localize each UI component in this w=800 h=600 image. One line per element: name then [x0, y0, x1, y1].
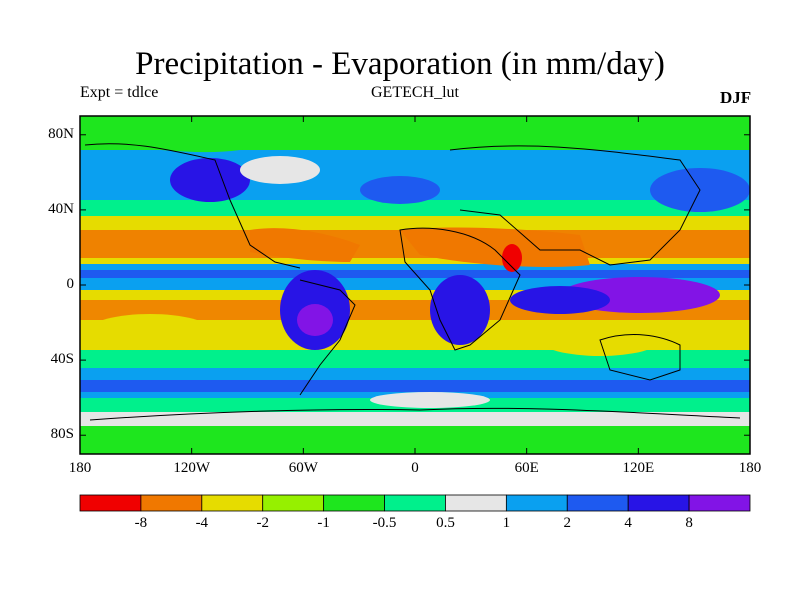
- colorbar: [79, 494, 751, 512]
- experiment-label: Expt = tdlce: [80, 84, 159, 101]
- axis-ticks: [79, 116, 751, 454]
- colorbar-label: 2: [563, 515, 572, 531]
- lat-tick-label: 40S: [50, 351, 74, 368]
- colorbar-label: -1: [317, 515, 330, 531]
- lon-tick-label: 60W: [288, 460, 318, 476]
- lon-tick-label: 120E: [622, 460, 655, 476]
- colorbar-label: 1: [502, 515, 511, 531]
- colorbar-label: -0.5: [372, 515, 397, 531]
- lon-tick-label: 0: [411, 460, 419, 476]
- lat-tick-label: 40N: [48, 200, 74, 217]
- dataset-label: GETECH_lut: [371, 84, 459, 101]
- colorbar-label: 4: [624, 515, 632, 531]
- coastlines: [84, 143, 741, 421]
- colorbar-swatch: [688, 494, 751, 512]
- colorbar-swatch: [201, 494, 264, 512]
- colorbar-swatch: [505, 494, 568, 512]
- lon-tick-label: 180: [68, 460, 92, 476]
- colorbar-swatch: [627, 494, 690, 512]
- colorbar-swatch: [140, 494, 203, 512]
- lat-tick-label: 80S: [50, 426, 74, 443]
- lon-tick-label: 120W: [173, 460, 210, 476]
- colorbar-swatch: [262, 494, 325, 512]
- lon-tick-label: 60E: [514, 460, 539, 476]
- season-label: DJF: [720, 88, 752, 107]
- colorbar-label: 0.5: [436, 515, 455, 531]
- colorbar-swatch: [566, 494, 629, 512]
- lon-tick-label: 180: [738, 460, 762, 476]
- colorbar-label: -4: [195, 515, 209, 531]
- colorbar-swatch: [445, 494, 507, 512]
- precip-minus-evap-field: [80, 116, 750, 454]
- lat-tick-label: 80N: [48, 125, 74, 142]
- chart-title: Precipitation - Evaporation (in mm/day): [135, 46, 665, 82]
- lat-tick-label: 0: [66, 276, 75, 292]
- colorbar-label: 8: [685, 515, 693, 531]
- colorbar-label: -2: [256, 515, 269, 531]
- colorbar-swatch: [323, 494, 385, 512]
- colorbar-label: -8: [134, 515, 148, 531]
- colorbar-swatch: [79, 494, 142, 512]
- colorbar-swatch: [384, 494, 446, 512]
